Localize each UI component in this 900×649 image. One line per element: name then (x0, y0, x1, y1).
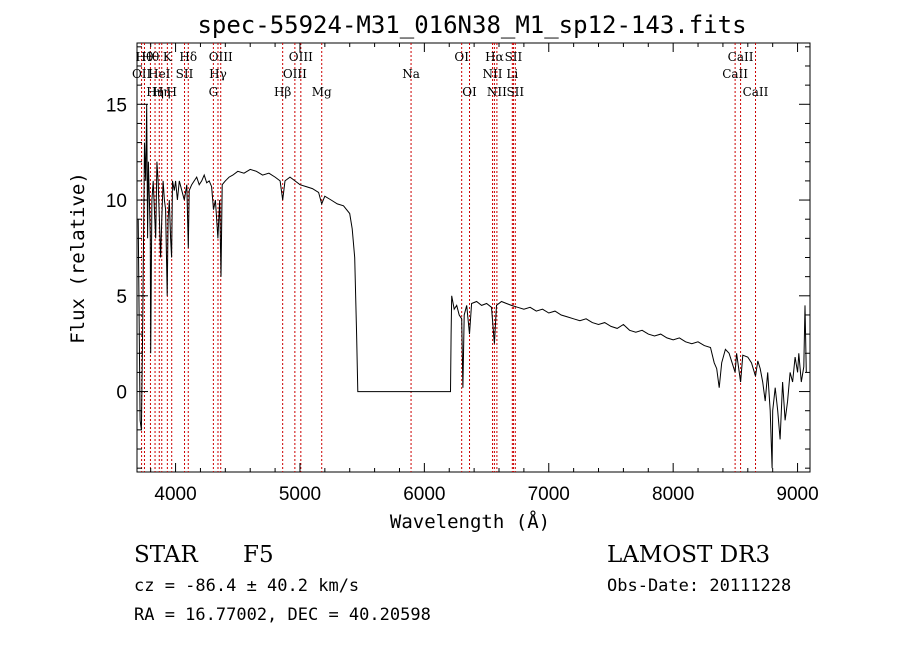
x-tick-label-4: 8000 (652, 484, 694, 505)
x-axis-label: Wavelength (Å) (390, 510, 550, 533)
line-label-7: H (166, 85, 176, 99)
x-tick-label-1: 5000 (279, 484, 321, 505)
y-axis-label: Flux (relative) (67, 172, 89, 344)
x-axis-ticks: 4000 5000 6000 7000 8000 9000 (150, 43, 819, 505)
line-label-18: OI (454, 50, 469, 64)
classification: STAR (134, 542, 198, 568)
line-label-2: Hθ (142, 50, 160, 64)
line-label-28: CaII (743, 85, 769, 99)
line-label-20: NII (483, 67, 503, 81)
line-label-6: K (163, 50, 173, 64)
survey-name: LAMOST DR3 (607, 542, 770, 568)
x-tick-label-2: 6000 (403, 484, 445, 505)
line-label-14: OIII (283, 67, 307, 81)
line-label-16: Mg (312, 85, 332, 99)
line-label-25: SII (506, 85, 524, 99)
line-label-4: HeI (148, 67, 171, 81)
line-label-26: CaII (722, 67, 748, 81)
line-label-1: Hθ (136, 50, 154, 64)
line-label-3: Hη (146, 85, 164, 99)
y-tick-label-1: 5 (116, 287, 127, 308)
line-label-17: Na (402, 67, 420, 81)
line-label-9: Hδ (179, 50, 197, 64)
line-label-24: SII (505, 50, 523, 64)
x-tick-label-3: 7000 (528, 484, 570, 505)
spectral-line-labels: OIIHθHθHηHeIHηKHSIIHδGHγOIIIHβOIIIOIIIMg… (132, 50, 769, 99)
line-label-22: NII (487, 85, 507, 99)
line-label-5: Hη (153, 85, 171, 99)
subclass: F5 (243, 542, 274, 568)
coordinates: RA = 16.77002, DEC = 40.20598 (134, 605, 431, 625)
line-label-15: OIII (289, 50, 313, 64)
spectrum-line (137, 104, 807, 469)
line-label-21: Hα (485, 50, 504, 64)
line-label-11: Hγ (209, 67, 227, 81)
line-label-0: OII (132, 67, 152, 81)
chart-title: spec-55924-M31_016N38_M1_sp12-143.fits (197, 11, 746, 39)
line-label-8: SII (176, 67, 194, 81)
line-label-12: OIII (209, 50, 233, 64)
line-label-23: Li (506, 67, 518, 81)
y-tick-label-3: 15 (106, 95, 127, 116)
plot-frame (136, 42, 811, 473)
line-label-10: G (209, 85, 219, 99)
observation-date: Obs-Date: 20111228 (607, 576, 791, 596)
y-tick-label-2: 10 (106, 191, 127, 212)
x-tick-label-5: 9000 (776, 484, 818, 505)
x-tick-label-0: 4000 (154, 484, 196, 505)
spectral-line-markers (141, 43, 757, 472)
redshift-info: cz = -86.4 ± 40.2 km/s (134, 576, 359, 596)
y-tick-label-0: 0 (116, 383, 127, 404)
line-label-19: OI (462, 85, 477, 99)
line-label-27: CaII (728, 50, 754, 64)
line-label-13: Hβ (274, 85, 291, 99)
y-axis-ticks: 0 5 10 15 (106, 46, 810, 469)
